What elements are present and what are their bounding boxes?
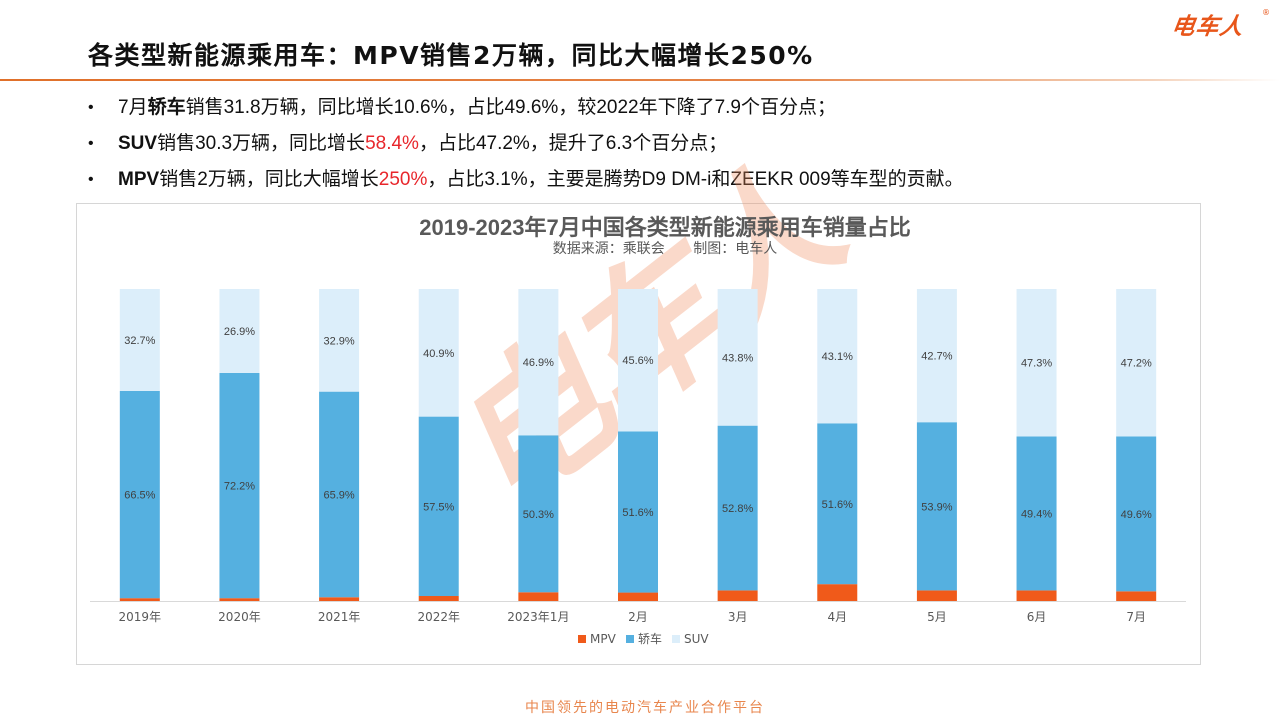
bullet-item: • MPV销售2万辆，同比大幅增长250%，占比3.1%，主要是腾势D9 DM-i…: [88, 162, 964, 198]
bar-segment-mpv: [916, 590, 957, 601]
x-tick-label: 2021年: [318, 610, 361, 624]
bar-segment-suv: [418, 289, 459, 417]
x-tick-label: 5月: [927, 610, 947, 624]
bar-segment-mpv: [618, 592, 658, 601]
bold-term: MPV: [118, 169, 160, 190]
data-label-suv: 43.8%: [722, 352, 753, 364]
bullet-list: • 7月轿车销售31.8万辆，同比增长10.6%，占比49.6%，较2022年下降…: [88, 90, 964, 198]
bar-segment-mpv: [1016, 590, 1057, 601]
bar-segment-sedan: [1116, 436, 1157, 592]
highlight-value: 250%: [378, 169, 428, 190]
highlight-value: 58.4%: [365, 133, 419, 154]
bullet-marker: •: [88, 171, 94, 188]
bar-segment-suv: [817, 289, 858, 424]
bar-segment-suv: [618, 289, 658, 432]
data-label-suv: 40.9%: [423, 348, 454, 360]
bar-segment-sedan: [1016, 436, 1057, 591]
chart-maker: 制图：电车人: [693, 241, 778, 257]
bar-segment-sedan: [119, 390, 160, 599]
data-label-suv: 26.9%: [224, 326, 255, 338]
chart-subtitle: 数据来源：乘联会 制图：电车人: [0, 238, 1280, 258]
data-label-sedan: 50.3%: [523, 509, 554, 521]
bold-term: SUV: [118, 133, 158, 154]
bar-segment-sedan: [817, 423, 858, 585]
bullet-text: 销售31.8万辆，同比增长10.6%，占比49.6%，较2022年下降了7.9个…: [185, 97, 837, 118]
data-label-sedan: 52.8%: [722, 503, 753, 515]
bullet-marker: •: [88, 135, 94, 152]
chart-title: 2019-2023年7月中国各类型新能源乘用车销量占比: [419, 215, 911, 240]
legend-label-suv[interactable]: SUV: [684, 632, 709, 646]
bar-segment-suv: [1116, 289, 1157, 437]
bar-segment-sedan: [319, 391, 360, 598]
bar-segment-mpv: [1116, 591, 1157, 601]
bar-segment-mpv: [518, 592, 559, 601]
data-label-suv: 47.3%: [1021, 358, 1052, 370]
bar-segment-suv: [219, 289, 260, 373]
bar-segment-mpv: [717, 590, 758, 601]
legend-swatch-sedan[interactable]: [626, 635, 634, 643]
data-label-sedan: 53.9%: [921, 501, 952, 513]
data-label-sedan: 51.6%: [622, 507, 653, 519]
bar-segment-mpv: [418, 596, 459, 601]
bold-term: 轿车: [147, 97, 186, 118]
bar-segment-sedan: [219, 372, 260, 599]
data-label-suv: 45.6%: [622, 355, 653, 367]
x-tick-label: 2020年: [218, 610, 261, 624]
page-title: 各类型新能源乘用车：MPV销售2万辆，同比大幅增长250%: [88, 41, 814, 70]
legend-label-mpv[interactable]: MPV: [590, 632, 617, 646]
bar-segment-sedan: [717, 425, 758, 591]
chart-source: 数据来源：乘联会: [552, 241, 665, 257]
bar-segment-suv: [319, 289, 360, 392]
bar-segment-suv: [518, 289, 559, 436]
data-label-suv: 47.2%: [1121, 358, 1152, 370]
data-label-suv: 43.1%: [822, 351, 853, 363]
legend-swatch-mpv[interactable]: [578, 635, 586, 643]
x-tick-label: 2022年: [417, 610, 460, 624]
bar-segment-suv: [916, 289, 957, 423]
bullet-text: ，占比47.2%，提升了6.3个百分点；: [418, 133, 728, 154]
bullet-marker: •: [88, 99, 94, 116]
x-tick-label: 2019年: [119, 610, 162, 624]
x-tick-label: 6月: [1027, 610, 1047, 624]
data-label-sedan: 57.5%: [423, 501, 454, 513]
bar-segment-mpv: [817, 584, 858, 601]
title-divider: [0, 79, 1280, 81]
data-label-suv: 32.9%: [323, 335, 354, 347]
bar-segment-sedan: [618, 431, 658, 593]
data-label-suv: 32.7%: [124, 335, 155, 347]
bar-segment-sedan: [916, 422, 957, 591]
x-tick-label: 3月: [728, 610, 748, 624]
x-tick-label: 7月: [1126, 610, 1146, 624]
bar-segment-mpv: [319, 597, 360, 601]
bullet-item: • 7月轿车销售31.8万辆，同比增长10.6%，占比49.6%，较2022年下降…: [88, 90, 964, 126]
registered-mark: ®: [1262, 8, 1270, 17]
bar-segment-suv: [119, 289, 160, 391]
bullet-text: 销售2万辆，同比大幅增长: [159, 169, 379, 190]
bullet-text: ，占比3.1%，主要是腾势D9 DM-i和ZEEKR 009等车型的贡献。: [427, 169, 964, 190]
bar-segment-suv: [717, 289, 758, 426]
data-label-sedan: 66.5%: [124, 490, 155, 502]
data-label-suv: 46.9%: [523, 357, 554, 369]
data-label-sedan: 49.6%: [1121, 509, 1152, 521]
data-label-sedan: 72.2%: [224, 481, 255, 493]
bullet-text: 7月: [118, 97, 148, 118]
legend-label-sedan[interactable]: 轿车: [638, 631, 662, 646]
x-tick-label: 2023年1月: [507, 610, 569, 624]
bar-segment-mpv: [219, 598, 260, 601]
x-tick-label: 2月: [628, 610, 648, 624]
data-label-sedan: 51.6%: [822, 499, 853, 511]
bar-segment-mpv: [119, 598, 160, 601]
bar-segment-sedan: [418, 416, 459, 597]
bullet-text: 销售30.3万辆，同比增长: [157, 133, 366, 154]
bar-segment-sedan: [518, 435, 559, 593]
data-label-sedan: 49.4%: [1021, 508, 1052, 520]
bullet-item: • SUV销售30.3万辆，同比增长58.4%，占比47.2%，提升了6.3个百分…: [88, 126, 964, 162]
legend-swatch-suv[interactable]: [672, 635, 680, 643]
bar-segment-suv: [1016, 289, 1057, 437]
footer-slogan: 中国领先的电动汽车产业合作平台: [525, 700, 765, 716]
data-label-sedan: 65.9%: [323, 489, 354, 501]
data-label-suv: 42.7%: [921, 351, 952, 363]
x-tick-label: 4月: [827, 610, 847, 624]
